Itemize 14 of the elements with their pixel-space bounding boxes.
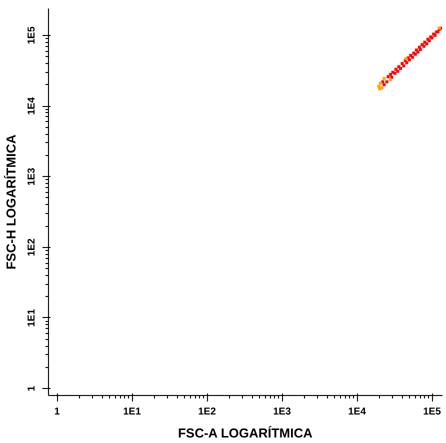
x-tick-label: 1E5 xyxy=(423,406,442,418)
y-tick-label: 1 xyxy=(26,385,38,392)
x-tick-label: 1E2 xyxy=(198,406,216,418)
y-tick-label: 1E1 xyxy=(26,308,38,327)
x-tick-label: 1 xyxy=(54,406,60,418)
y-tick-label: 1E5 xyxy=(26,26,38,44)
x-tick-label: 1E3 xyxy=(273,406,292,418)
x-tick-label: 1E1 xyxy=(123,406,142,418)
x-tick-label: 1E4 xyxy=(348,406,366,418)
y-axis-title: FSC-H LOGARÍTMICA xyxy=(4,134,18,270)
y-tick-label: 1E4 xyxy=(26,96,38,115)
y-tick-label: 1E3 xyxy=(26,167,38,186)
x-axis-title: FSC-A LOGARÍTMICA xyxy=(178,426,314,440)
y-tick-label: 1E2 xyxy=(26,238,38,256)
